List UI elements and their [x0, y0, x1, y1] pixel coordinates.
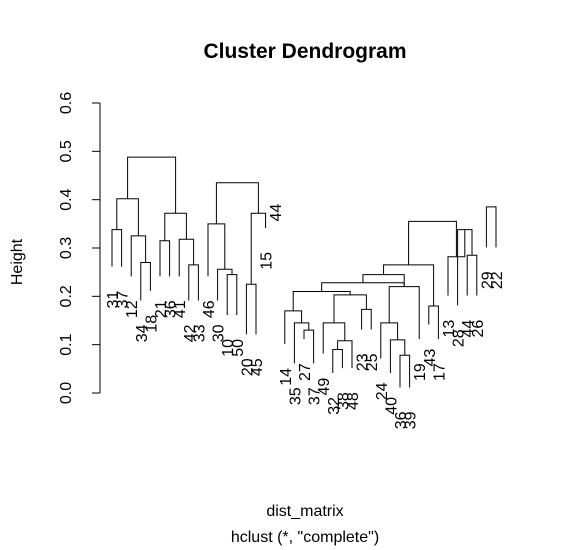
dendrogram-branch: [361, 308, 372, 330]
leaf-label: 28: [451, 329, 468, 347]
leaf-label: 36: [393, 411, 410, 429]
leaf-label: 48: [345, 392, 362, 410]
y-tick-label: 0.4: [58, 188, 75, 210]
leaf-label: 15: [259, 252, 276, 270]
leaf-label: 22: [489, 271, 506, 289]
y-axis: 0.0 0.1 0.2 0.3 0.4 0.5 0.6: [58, 92, 101, 404]
leaf-label: 18: [143, 315, 160, 333]
y-tick-label: 0.2: [58, 285, 75, 307]
leaf-label: 31: [105, 291, 122, 309]
leaf-label: 27: [297, 363, 314, 381]
chart-title: Cluster Dendrogram: [203, 40, 406, 63]
leaf-label: 12: [124, 300, 141, 318]
leaf-label: 43: [422, 349, 439, 367]
dendrogram-branch: [332, 349, 343, 373]
leaf-label: 37: [307, 387, 324, 405]
leaf-label: 50: [230, 339, 247, 357]
y-tick-label: 0.0: [58, 382, 75, 404]
dendrogram-branch: [389, 339, 406, 373]
y-tick-label: 0.3: [58, 237, 75, 259]
dendrogram-branch: [130, 235, 147, 277]
dendrogram-branch: [408, 220, 457, 265]
leaf-label: 30: [211, 324, 228, 342]
dendrogram-branch: [457, 229, 473, 306]
dendrogram-branch: [226, 274, 238, 315]
dendrogram-branch: [207, 223, 226, 277]
leaf-label: 37: [115, 291, 132, 309]
x-axis-sublabel: hclust (*, "complete"): [231, 529, 379, 546]
dendrogram-branch: [399, 354, 411, 388]
leaf-label: 35: [287, 387, 304, 405]
dendrogram-branch: [383, 264, 435, 306]
leaf-label: 19: [412, 363, 429, 381]
dendrogram-branch: [111, 229, 123, 267]
leaf-label: 38: [335, 392, 352, 410]
dendrogram-branch: [380, 322, 399, 359]
dendrogram-branch: [362, 274, 405, 287]
leaf-label: 34: [134, 324, 151, 342]
leaf-label: 13: [441, 320, 458, 338]
leaf-label: 39: [403, 411, 420, 429]
y-tick-label: 0.5: [58, 140, 75, 162]
dendrogram-branch: [140, 262, 151, 301]
y-tick-label: 0.6: [58, 92, 75, 114]
leaf-label: 42: [182, 324, 199, 342]
dendrogram-branch: [337, 340, 353, 369]
leaf-label: 23: [355, 353, 372, 371]
y-tick-label: 0.1: [58, 333, 75, 355]
dendrogram-branch: [428, 305, 439, 340]
leaf-label: 20: [239, 358, 256, 376]
leaf-label: 32: [326, 397, 343, 415]
leaf-label: 41: [172, 300, 189, 318]
leaf-label: 44: [460, 320, 477, 338]
dendrogram-branch: [245, 283, 257, 335]
dendrogram-branch: [127, 156, 177, 214]
y-axis-label: Height: [9, 238, 26, 285]
dendrogram-branch: [116, 198, 139, 236]
dendrogram-branch: [284, 310, 303, 344]
dendrogram-branch: [388, 286, 420, 340]
leaf-label: 26: [470, 320, 487, 338]
dendrogram-branch: [485, 206, 497, 248]
leaf-label: 49: [316, 378, 333, 396]
leaf-label: 10: [220, 339, 237, 357]
dendrogram-branch: [159, 240, 171, 277]
leaf-labels: 3137123418213641423346301050204515441435…: [105, 204, 506, 430]
leaf-label: 25: [364, 353, 381, 371]
dendrogram-branch: [466, 254, 478, 296]
leaf-label: 14: [278, 368, 295, 386]
dendrogram-branches: [111, 156, 497, 388]
leaf-label: 44: [268, 204, 285, 222]
leaf-label: 33: [191, 324, 208, 342]
dendrogram-branch: [217, 268, 233, 301]
dendrogram-branch: [215, 182, 259, 224]
leaf-label: 45: [249, 358, 266, 376]
leaf-label: 40: [383, 397, 400, 415]
dendrogram-branch: [322, 322, 346, 354]
leaf-label: 17: [431, 363, 448, 381]
leaf-label: 21: [153, 300, 170, 318]
leaf-label: 46: [201, 300, 218, 318]
leaf-label: 24: [374, 382, 391, 400]
dendrogram-branch: [250, 212, 267, 285]
leaf-label: 36: [163, 300, 180, 318]
dendrogram-branch: [188, 264, 199, 301]
dendrogram-branch: [164, 212, 187, 241]
x-axis-label: dist_matrix: [266, 503, 343, 520]
dendrogram-branch: [178, 238, 195, 277]
leaf-label: 29: [479, 271, 496, 289]
dendrogram-branch: [293, 322, 310, 364]
dendrogram-branch: [303, 329, 315, 364]
